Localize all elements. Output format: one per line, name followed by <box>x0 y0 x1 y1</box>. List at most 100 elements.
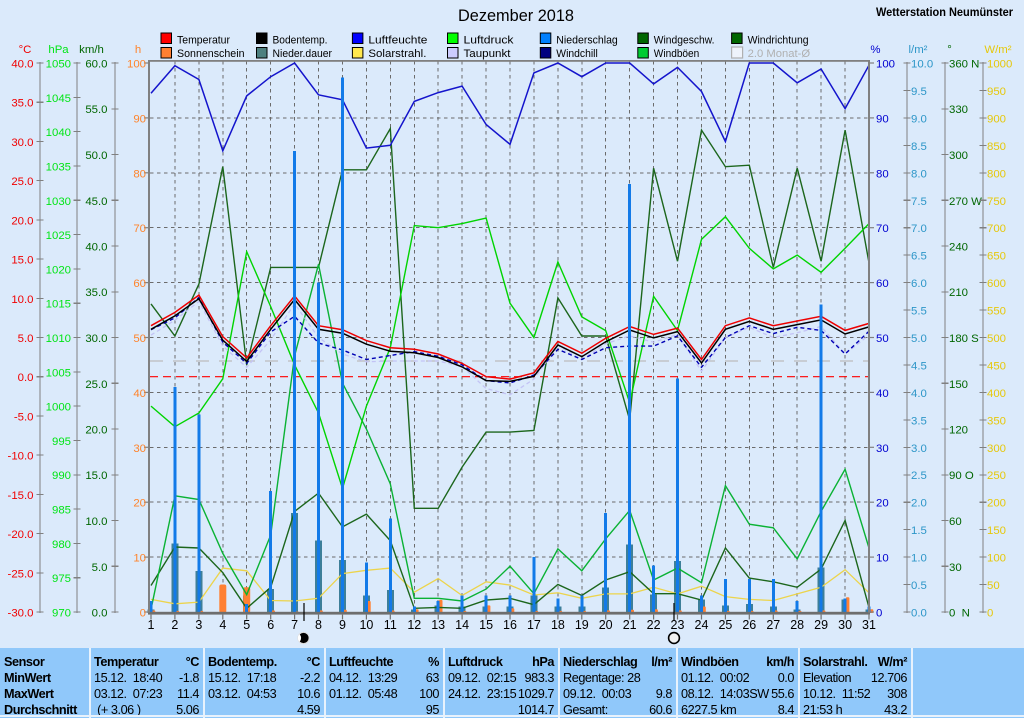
svg-text:750: 750 <box>987 196 1006 208</box>
svg-text:22: 22 <box>647 618 661 632</box>
svg-text:Windböen: Windböen <box>654 48 700 60</box>
svg-text:W/m²: W/m² <box>984 44 1011 56</box>
svg-text:300: 300 <box>987 443 1006 455</box>
svg-text:18: 18 <box>551 618 565 632</box>
svg-text:1035: 1035 <box>46 161 71 173</box>
svg-text:27: 27 <box>766 618 780 632</box>
svg-text:Nieder.dauer: Nieder.dauer <box>273 48 333 60</box>
svg-text:80: 80 <box>133 168 146 180</box>
svg-text:100: 100 <box>987 553 1006 565</box>
svg-text:1045: 1045 <box>46 93 71 105</box>
svg-text:550: 550 <box>987 306 1006 318</box>
svg-text:10.0: 10.0 <box>85 516 107 528</box>
svg-text:100: 100 <box>876 59 895 71</box>
svg-text:990: 990 <box>52 470 71 482</box>
svg-text:17: 17 <box>527 618 541 632</box>
svg-text:50: 50 <box>133 333 146 345</box>
svg-text:6: 6 <box>267 618 274 632</box>
svg-text:2.0 Monat-Ø: 2.0 Monat-Ø <box>748 48 811 60</box>
svg-text:20.0: 20.0 <box>85 425 107 437</box>
svg-text:Dezember 2018: Dezember 2018 <box>458 6 574 25</box>
svg-text:0: 0 <box>987 608 993 620</box>
svg-text:h: h <box>135 44 141 56</box>
svg-text:20.0: 20.0 <box>11 215 33 227</box>
svg-text:0.0: 0.0 <box>18 372 34 384</box>
svg-text:1030: 1030 <box>46 196 71 208</box>
svg-text:1050: 1050 <box>46 59 71 71</box>
svg-text:20: 20 <box>876 498 889 510</box>
svg-text:15.0: 15.0 <box>85 470 107 482</box>
svg-text:1005: 1005 <box>46 367 71 379</box>
svg-text:28: 28 <box>790 618 804 632</box>
svg-text:10: 10 <box>133 553 146 565</box>
svg-text:40.0: 40.0 <box>11 59 33 71</box>
svg-text:70: 70 <box>133 223 146 235</box>
svg-text:7.5: 7.5 <box>911 196 927 208</box>
svg-text:11: 11 <box>384 618 397 632</box>
svg-text:500: 500 <box>987 333 1006 345</box>
svg-text:30: 30 <box>949 562 962 574</box>
svg-text:30: 30 <box>133 443 146 455</box>
svg-text:Windchill: Windchill <box>556 48 598 60</box>
svg-text:10.0: 10.0 <box>911 59 933 71</box>
svg-text:0 N: 0 N <box>949 608 970 620</box>
svg-text:10: 10 <box>359 618 373 632</box>
svg-text:-25.0: -25.0 <box>8 568 34 580</box>
svg-text:20: 20 <box>133 498 146 510</box>
svg-text:240: 240 <box>949 242 968 254</box>
svg-text:60.0: 60.0 <box>85 59 107 71</box>
svg-text:980: 980 <box>52 539 71 551</box>
svg-text:1015: 1015 <box>46 299 71 311</box>
svg-text:Luftfeuchte: Luftfeuchte <box>368 35 427 47</box>
svg-text:5: 5 <box>243 618 250 632</box>
svg-text:40: 40 <box>133 388 146 400</box>
svg-text:9: 9 <box>339 618 346 632</box>
svg-text:2.0: 2.0 <box>911 498 927 510</box>
svg-text:km/h: km/h <box>79 44 104 56</box>
svg-text:60: 60 <box>876 278 889 290</box>
svg-text:35.0: 35.0 <box>11 98 33 110</box>
svg-text:15: 15 <box>479 618 493 632</box>
svg-text:15.0: 15.0 <box>11 255 33 267</box>
svg-text:3: 3 <box>195 618 202 632</box>
svg-text:0.0: 0.0 <box>92 608 108 620</box>
svg-text:700: 700 <box>987 223 1006 235</box>
svg-text:Temperatur: Temperatur <box>177 35 230 47</box>
svg-text:14: 14 <box>455 618 469 632</box>
svg-text:975: 975 <box>52 573 71 585</box>
svg-text:0.0: 0.0 <box>911 608 927 620</box>
svg-text:13: 13 <box>431 618 445 632</box>
svg-text:16: 16 <box>503 618 517 632</box>
svg-text:10: 10 <box>876 553 889 565</box>
svg-text:50: 50 <box>876 333 889 345</box>
svg-text:0: 0 <box>140 608 146 620</box>
svg-text:7.0: 7.0 <box>911 223 927 235</box>
svg-text:5.0: 5.0 <box>92 562 108 574</box>
svg-text:Windgeschw.: Windgeschw. <box>654 35 715 47</box>
svg-text:210: 210 <box>949 287 968 299</box>
svg-text:7: 7 <box>291 618 298 632</box>
svg-text:80: 80 <box>876 168 889 180</box>
svg-text:4.0: 4.0 <box>911 388 927 400</box>
svg-text:1000: 1000 <box>46 402 71 414</box>
svg-text:1025: 1025 <box>46 230 71 242</box>
svg-text:70: 70 <box>876 223 889 235</box>
svg-text:l/m²: l/m² <box>909 44 928 56</box>
svg-text:25: 25 <box>718 618 732 632</box>
svg-text:90 O: 90 O <box>949 470 974 482</box>
svg-text:23: 23 <box>671 618 685 632</box>
svg-text:8.5: 8.5 <box>911 141 927 153</box>
svg-text:600: 600 <box>987 278 1006 290</box>
svg-text:1.0: 1.0 <box>911 553 927 565</box>
svg-text:995: 995 <box>52 436 71 448</box>
svg-text:2: 2 <box>171 618 178 632</box>
svg-text:hPa: hPa <box>48 44 69 56</box>
svg-text:19: 19 <box>575 618 589 632</box>
svg-text:985: 985 <box>52 505 71 517</box>
svg-text:900: 900 <box>987 113 1006 125</box>
svg-text:5.0: 5.0 <box>18 333 34 345</box>
svg-text:9.5: 9.5 <box>911 86 927 98</box>
svg-text:120: 120 <box>949 425 968 437</box>
svg-text:0.5: 0.5 <box>911 580 927 592</box>
svg-text:1020: 1020 <box>46 264 71 276</box>
